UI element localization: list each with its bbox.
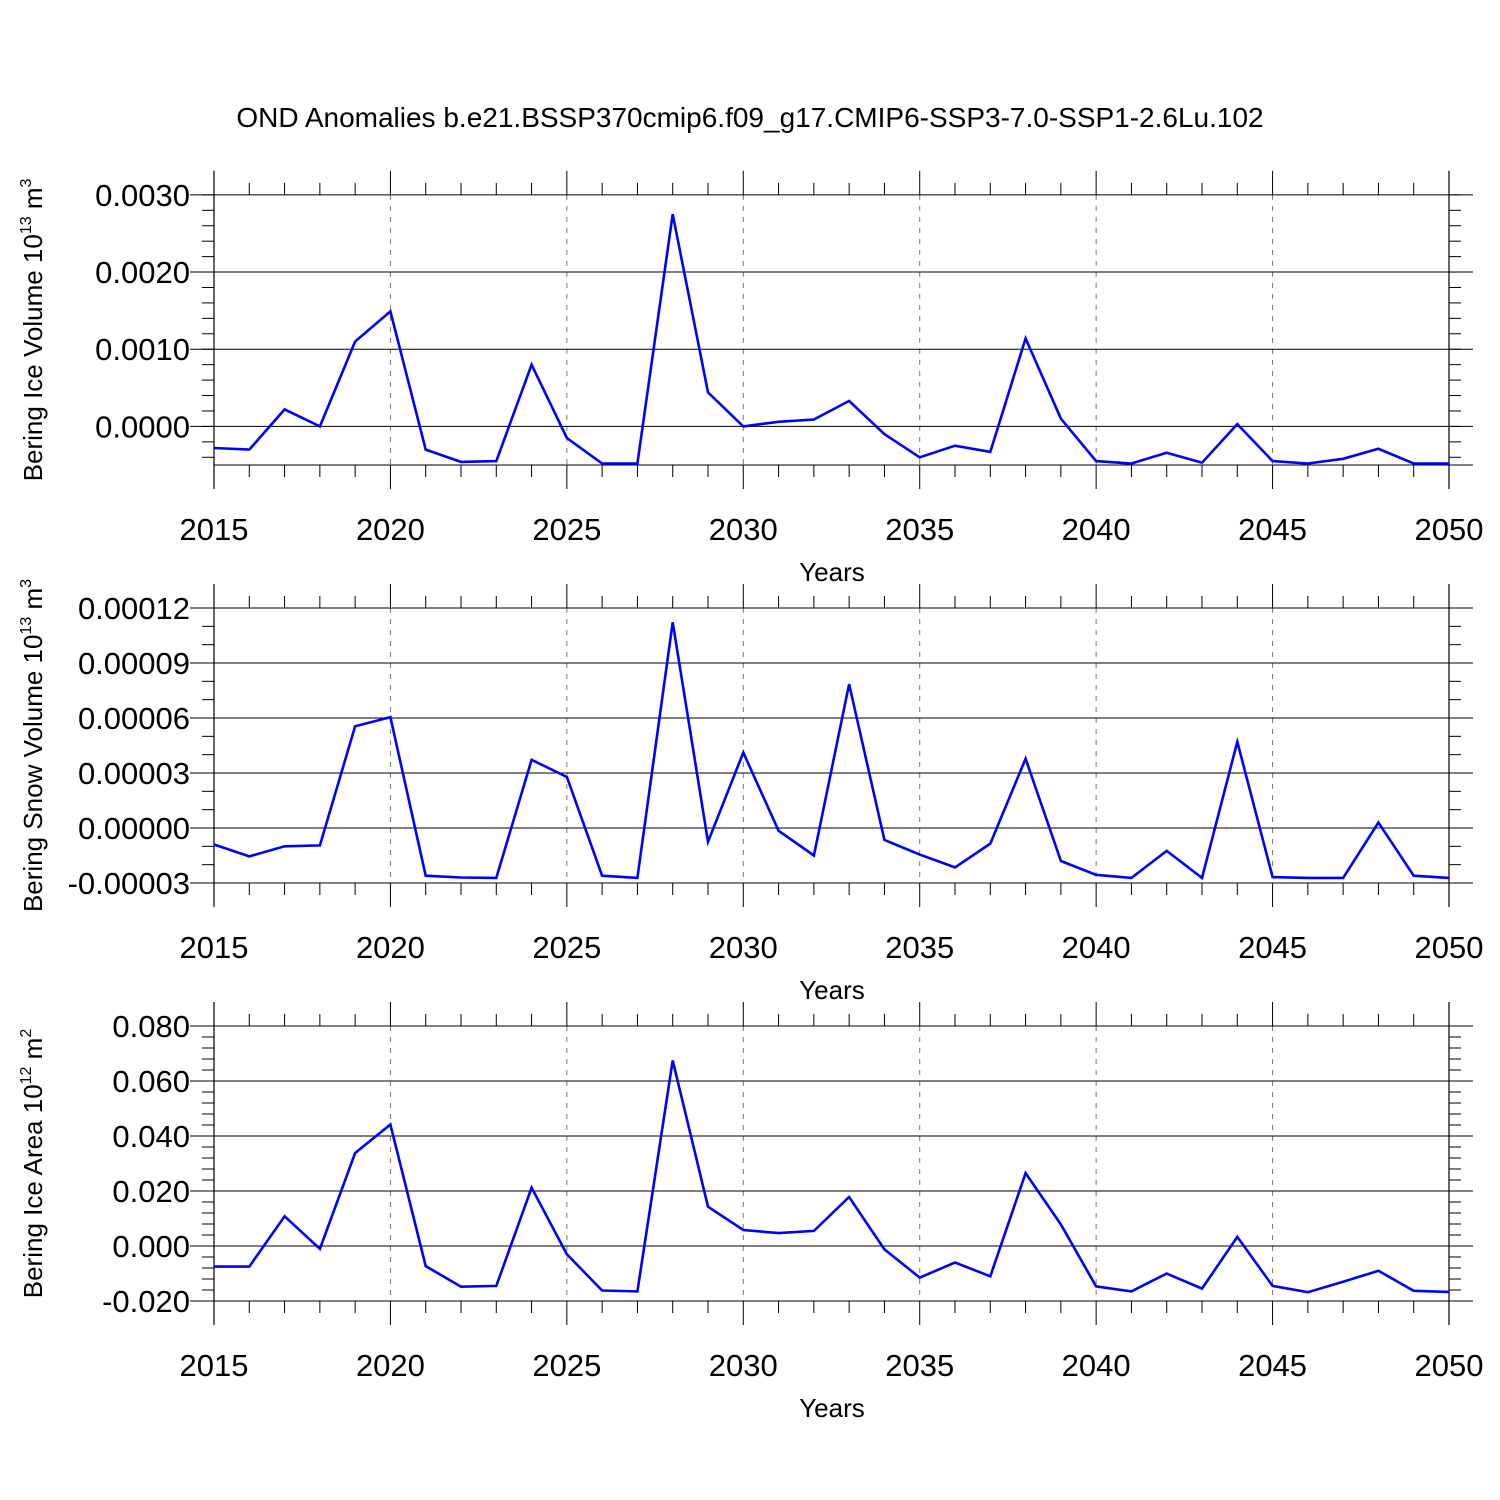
- x-tick-label: 2050: [1415, 1348, 1484, 1383]
- x-tick-label: 2040: [1062, 512, 1131, 547]
- y-axis-label: Bering Snow Volume 1013 m3: [18, 579, 48, 912]
- x-tick-label: 2035: [885, 930, 954, 965]
- x-tick-label: 2045: [1238, 512, 1307, 547]
- chart-panel-3: -0.020 0.000 0.020 0.040 0.060 0.080 2015 2020 2…: [18, 1002, 1483, 1423]
- y-tick-label: 0.00009: [78, 646, 190, 681]
- y-tick-label: 0.080: [112, 1009, 190, 1044]
- x-tick-label: 2020: [356, 930, 425, 965]
- x-tick-label: 2025: [532, 1348, 601, 1383]
- x-tick-label: 2015: [180, 930, 249, 965]
- x-tick-label: 2030: [709, 930, 778, 965]
- x-tick-label: 2030: [709, 512, 778, 547]
- x-tick-label: 2050: [1415, 930, 1484, 965]
- x-axis-label: Years: [799, 975, 865, 1005]
- y-axis-label: Bering Ice Area 1012 m2: [18, 1029, 48, 1299]
- x-tick-label: 2020: [356, 512, 425, 547]
- x-tick-label: 2025: [532, 930, 601, 965]
- y-tick-label: 0.0010: [95, 332, 190, 367]
- panels: 0.0000 0.0010 0.0020 0.0030 2015 2020 2025 2030…: [18, 170, 1484, 1423]
- y-tick-label: 0.060: [112, 1064, 190, 1099]
- chart-panel-1: 0.0000 0.0010 0.0020 0.0030 2015 2020 2025 2030…: [18, 170, 1484, 587]
- y-tick-label: 0.000: [112, 1229, 190, 1264]
- x-tick-label: 2015: [180, 1348, 249, 1383]
- series-line-1: [213, 622, 1450, 881]
- x-tick-label: 2045: [1238, 1348, 1307, 1383]
- chart-panel-2: -0.00003 0.00000 0.00003 0.00006 0.00009 0.00…: [18, 579, 1483, 1005]
- x-tick-label: 2020: [356, 1348, 425, 1383]
- x-axis-label: Years: [799, 557, 865, 587]
- y-tick-label: 0.0000: [95, 409, 190, 444]
- x-tick-label: 2040: [1062, 1348, 1131, 1383]
- y-tick-label: 0.00012: [78, 591, 190, 626]
- x-tick-label: 2045: [1238, 930, 1307, 965]
- y-tick-label: -0.020: [102, 1284, 190, 1319]
- x-axis-label: Years: [799, 1393, 865, 1423]
- y-tick-label: 0.040: [112, 1119, 190, 1154]
- series-line-1: [214, 1060, 1450, 1294]
- y-tick-label: -0.00003: [68, 866, 190, 901]
- series-line-1: [213, 213, 1449, 465]
- x-tick-label: 2030: [709, 1348, 778, 1383]
- x-tick-label: 2035: [885, 512, 954, 547]
- x-tick-label: 2015: [180, 512, 249, 547]
- y-tick-label: 0.00000: [78, 811, 190, 846]
- y-tick-label: 0.00006: [78, 701, 190, 736]
- x-tick-label: 2040: [1062, 930, 1131, 965]
- y-tick-label: 0.020: [112, 1174, 190, 1209]
- y-tick-label: 0.00003: [78, 756, 190, 791]
- y-axis-label: Bering Ice Volume 1013 m3: [18, 178, 48, 481]
- x-tick-label: 2050: [1415, 512, 1484, 547]
- y-tick-label: 0.0020: [95, 255, 190, 290]
- x-tick-label: 2035: [885, 1348, 954, 1383]
- y-tick-label: 0.0030: [95, 178, 190, 213]
- x-tick-label: 2025: [532, 512, 601, 547]
- figure-title: OND Anomalies b.e21.BSSP370cmip6.f09_g17…: [236, 102, 1263, 133]
